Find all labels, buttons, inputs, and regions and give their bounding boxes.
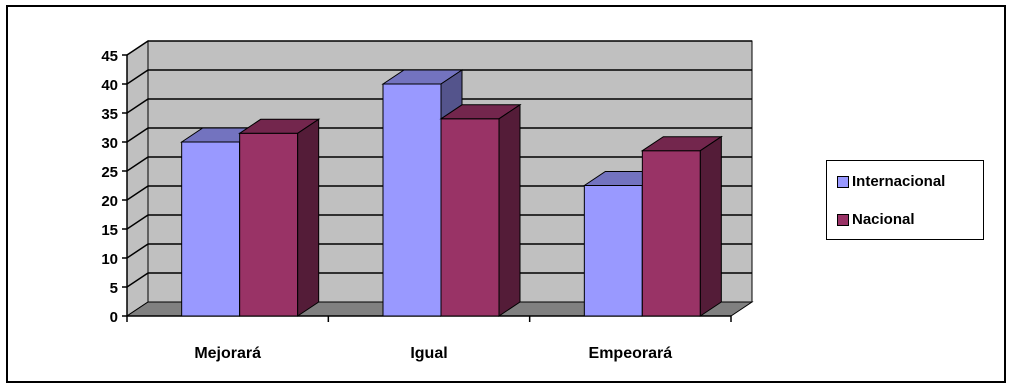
y-tick-label: 35 <box>101 106 118 123</box>
y-tick-label: 30 <box>101 135 118 152</box>
legend-swatch-internacional <box>837 175 849 188</box>
bar-front <box>641 150 701 317</box>
gridline <box>126 185 752 201</box>
legend: Internacional Nacional <box>826 160 984 240</box>
gridline <box>126 272 752 288</box>
x-tick-labels: Mejorará Igual Empeorará <box>194 345 672 362</box>
legend-item-nacional: Nacional <box>837 211 915 228</box>
x-tick-label: Empeorará <box>589 345 673 362</box>
legend-label-nacional: Nacional <box>852 211 915 228</box>
y-tick-label: 0 <box>110 309 118 326</box>
y-tick-label: 40 <box>101 77 118 94</box>
gridline <box>126 156 752 172</box>
bar-nacional-0 <box>238 118 321 317</box>
y-tick-labels: 0 5 10 15 20 25 30 35 40 45 <box>101 48 118 326</box>
bar-front <box>181 141 241 317</box>
gridline <box>126 98 752 114</box>
bar-side <box>699 135 722 317</box>
y-tick-label: 5 <box>110 280 118 297</box>
bar-front <box>440 118 500 317</box>
gridline <box>126 69 752 85</box>
gridline <box>126 214 752 230</box>
legend-swatch-nacional <box>837 213 849 226</box>
bar-front <box>239 132 299 317</box>
bar-side <box>498 103 521 317</box>
y-tick-label: 25 <box>101 164 118 181</box>
legend-label-internacional: Internacional <box>852 173 946 190</box>
y-tick-label: 15 <box>101 222 118 239</box>
bar-front <box>583 185 643 317</box>
bar-front <box>382 83 442 317</box>
y-tick-label: 10 <box>101 251 118 268</box>
bar-nacional-1 <box>439 103 522 317</box>
y-tick-label: 45 <box>101 48 118 65</box>
bar-nacional-2 <box>640 135 723 317</box>
bars <box>180 69 723 317</box>
bar-side <box>297 118 320 317</box>
gridlines <box>126 40 752 288</box>
gridline <box>126 243 752 259</box>
gridline <box>126 127 752 143</box>
x-tick-label: Igual <box>410 345 447 362</box>
gridline <box>126 40 752 56</box>
x-tick-label: Mejorará <box>194 345 261 362</box>
legend-item-internacional: Internacional <box>837 173 945 190</box>
y-tick-label: 20 <box>101 193 118 210</box>
